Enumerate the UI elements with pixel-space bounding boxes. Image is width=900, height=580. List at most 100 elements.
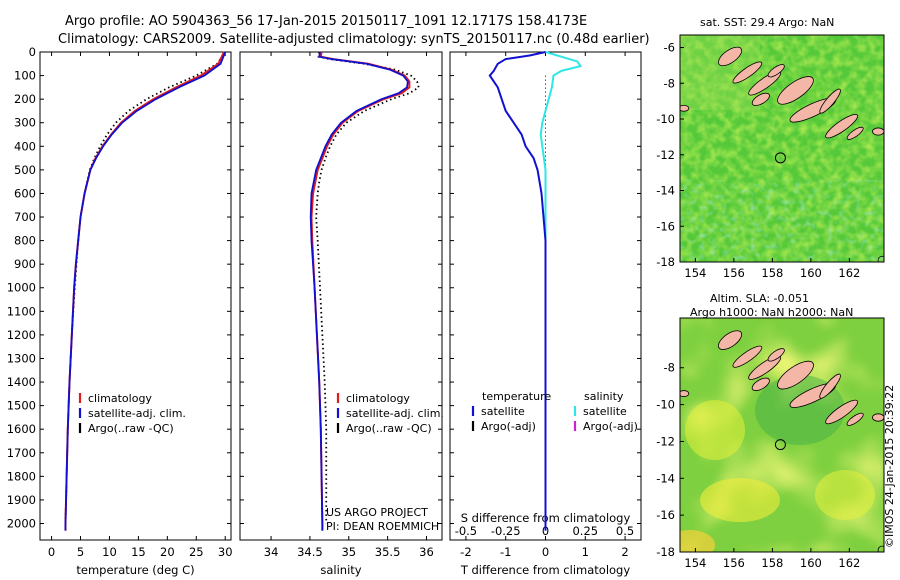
map-y-tick-label: -16: [656, 508, 675, 522]
sst-map-title: sat. SST: 29.4 Argo: NaN: [700, 16, 834, 29]
island: [825, 399, 859, 425]
x-tick-label: 30: [218, 545, 233, 559]
map-x-tick-label: 158: [761, 266, 783, 280]
climatology-temperature-line: [64, 51, 225, 531]
island: [846, 412, 864, 426]
temperature-profile-panel: 0 5 10 15 20 25 30 temperature (deg C) 0 100 200 30…: [7, 45, 233, 577]
sst-map-frame: [679, 34, 885, 263]
argo-position-marker-bottom: [774, 439, 786, 451]
y-tick-label: 1400: [7, 375, 36, 389]
x-top-tick-label: 0: [542, 524, 549, 538]
y-tick-label: 1600: [7, 422, 36, 436]
x-tick-label: 34: [264, 545, 279, 559]
x-top-tick-label: -0.5: [455, 524, 477, 538]
map-y-tick-label: -6: [664, 41, 675, 55]
salinity-profile-panel: 34 34.5 35 35.5 36 salinity climatology satelli…: [239, 51, 444, 577]
y-tick-label: 600: [14, 186, 36, 200]
legend-entry: satellite: [481, 405, 525, 418]
x-top-tick-label: -0.25: [491, 524, 521, 538]
y-tick-label: 1900: [7, 493, 36, 507]
x-tick-label: 20: [160, 545, 175, 559]
sla-map-title-line1: Altim. SLA: -0.051: [710, 292, 809, 305]
sla-high-blob-3: [815, 470, 875, 520]
sla-map-ticks: 154 156 158 160 162 -8 -10 -12 -14 -16 -18: [656, 361, 860, 570]
island: [732, 61, 763, 84]
map-y-tick-label: -12: [656, 434, 675, 448]
map-x-tick-label: 156: [723, 556, 745, 570]
y-tick-label: 2000: [7, 516, 36, 530]
argo-salinity-line: [315, 51, 420, 524]
x-tick-label: 36: [419, 545, 434, 559]
x-tick-label: 10: [102, 545, 117, 559]
legend-title: salinity: [584, 390, 624, 403]
y-tick-label: 1500: [7, 399, 36, 413]
island: [825, 113, 859, 139]
legend-entry: satellite: [583, 405, 627, 418]
x-tick-label: 15: [131, 545, 146, 559]
y-tick-label: 0: [29, 45, 36, 59]
map-y-tick-label: -16: [656, 219, 675, 233]
x-axis-label: temperature (deg C): [76, 563, 194, 577]
difference-profile-panel: -2 -1 0 1 2 T difference from climatology -0.5…: [449, 51, 642, 577]
x-tick-label: 0: [542, 545, 549, 559]
map-x-tick-label: 162: [838, 266, 860, 280]
map-y-tick-label: -12: [656, 148, 675, 162]
island: [718, 46, 743, 67]
x-tick-label: 34.5: [297, 545, 323, 559]
y-tick-label: 1200: [7, 328, 36, 342]
x-tick-label: 5: [77, 545, 84, 559]
legend-entry: climatology: [88, 392, 152, 405]
y-tick-label: 300: [14, 116, 36, 130]
island: [819, 373, 841, 399]
map-y-tick-label: -14: [656, 184, 675, 198]
map-y-tick-label: -18: [656, 545, 675, 559]
sla-map-frame: [679, 317, 885, 553]
solomon-islands-bottom: [680, 330, 884, 552]
satellite-temperature-line: [64, 51, 227, 531]
y-tick-label: 900: [14, 257, 36, 271]
legend-entry: satellite-adj. clim.: [88, 407, 186, 420]
sst-map-ticks: 154 156 158 160 162 -6 -8 -10 -12 -14 -16 -18: [656, 41, 860, 280]
island: [872, 127, 884, 136]
x-tick-label: 2: [621, 545, 628, 559]
x-tick-label: 1: [582, 545, 589, 559]
y-tick-label: 400: [14, 139, 36, 153]
island: [680, 104, 690, 112]
sst-cool-patch: [680, 180, 884, 262]
legend-entry: Argo(-adj): [481, 420, 536, 433]
solomon-islands-top: [680, 46, 884, 262]
island: [751, 377, 770, 391]
y-tick-label: 1700: [7, 446, 36, 460]
sla-map-panel: Altim. SLA: -0.051 Argo h1000: NaN h2000…: [656, 292, 885, 570]
island: [751, 92, 770, 106]
x-tick-label: 35: [341, 545, 356, 559]
argo-temperature-line: [64, 51, 226, 524]
island: [846, 126, 864, 140]
island: [872, 413, 884, 422]
x-top-tick-label: 0.25: [572, 524, 598, 538]
y-tick-label: 1800: [7, 469, 36, 483]
x-tick-label: 35.5: [375, 545, 401, 559]
climatology-salinity-line: [310, 51, 411, 531]
x-tick-label: 0: [48, 545, 55, 559]
sla-high-blob-1: [685, 400, 745, 460]
y-tick-label: 500: [14, 163, 36, 177]
island: [877, 255, 884, 262]
island: [680, 390, 690, 397]
sst-map-panel: sat. SST: 29.4 Argo: NaN 154 156 158 160 162…: [656, 16, 885, 280]
legend-entry: Argo(..raw -QC): [346, 422, 432, 435]
map-x-tick-label: 158: [761, 556, 783, 570]
map-x-tick-label: 154: [684, 266, 706, 280]
x-tick-label: -1: [500, 545, 511, 559]
x-axis-label: salinity: [320, 563, 361, 577]
map-x-tick-label: 156: [723, 266, 745, 280]
map-x-tick-label: 160: [800, 556, 822, 570]
credit-line1: US ARGO PROJECT: [326, 506, 428, 519]
sla-map-title-line2: Argo h1000: NaN h2000: NaN: [690, 306, 853, 319]
y-tick-label: 100: [14, 69, 36, 83]
x-top-tick-label: 0.5: [616, 524, 634, 538]
island: [717, 330, 743, 350]
legend-entry: satellite-adj. clim.: [346, 407, 444, 420]
figure-title-line1: Argo profile: AO 5904363_56 17-Jan-2015 …: [65, 14, 587, 29]
